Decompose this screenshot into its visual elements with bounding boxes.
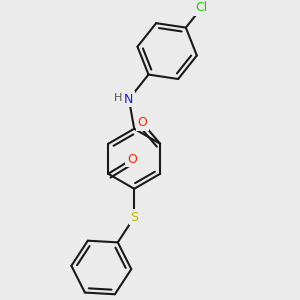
Text: Cl: Cl [196,1,208,14]
Text: S: S [130,211,138,224]
Text: H: H [114,93,122,103]
Text: N: N [124,93,134,106]
Text: O: O [137,116,147,129]
Text: O: O [127,153,137,166]
